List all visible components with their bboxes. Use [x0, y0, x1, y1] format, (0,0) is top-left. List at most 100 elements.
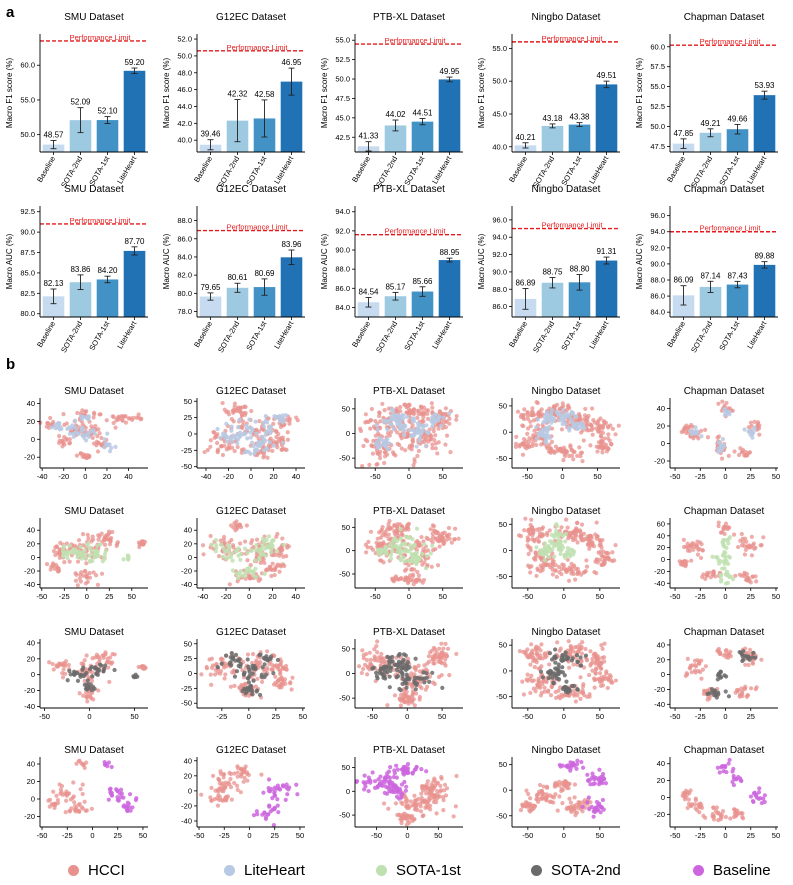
point-hcci [395, 524, 400, 529]
point-hcci [380, 533, 385, 538]
point-hcci [439, 418, 445, 424]
point-hcci [411, 582, 416, 587]
chart-title: Chapman Dataset [684, 386, 765, 397]
point-hcci [208, 533, 213, 539]
chart-title: Ningbo Dataset [532, 506, 601, 517]
point-sota-1st [253, 558, 258, 563]
point-hcci [275, 445, 280, 450]
point-liteheart [746, 429, 751, 434]
x-tick-label: -50 [37, 831, 48, 840]
point-hcci [440, 411, 445, 417]
x-tick-label: SOTA-2nd [59, 320, 84, 355]
point-sota-1st [562, 553, 567, 558]
point-hcci [534, 400, 539, 405]
point-hcci [94, 573, 99, 578]
point-hcci [74, 761, 79, 766]
point-hcci [521, 441, 526, 446]
point-hcci [456, 536, 461, 541]
point-sota-2nd [260, 665, 265, 670]
y-tick-label: 88.0 [335, 265, 350, 274]
data-label: 59.20 [124, 58, 145, 67]
point-hcci [83, 581, 88, 586]
point-liteheart [250, 427, 255, 433]
point-hcci [548, 693, 554, 698]
point-liteheart [417, 439, 422, 444]
point-sota-1st [398, 556, 403, 562]
point-liteheart [573, 414, 579, 419]
point-hcci [445, 533, 450, 539]
point-hcci [447, 536, 452, 541]
point-hcci [224, 664, 229, 669]
point-hcci [421, 547, 426, 552]
point-hcci [696, 436, 701, 441]
point-sota-1st [234, 549, 239, 554]
point-sota-1st [89, 548, 94, 554]
point-hcci [685, 656, 690, 661]
point-hcci [79, 570, 84, 575]
point-sota-2nd [583, 653, 589, 658]
point-sota-2nd [251, 678, 256, 683]
x-tick-label: 20 [103, 472, 111, 481]
point-sota-2nd [131, 674, 136, 679]
point-sota-2nd [398, 688, 403, 693]
data-label: 48.57 [43, 130, 64, 139]
point-hcci [274, 663, 279, 668]
point-hcci [87, 453, 92, 458]
x-tick-label: LiteHeart [430, 154, 453, 186]
y-tick-label: -50 [496, 454, 507, 463]
point-sota-1st [257, 557, 262, 562]
point-hcci [134, 415, 139, 420]
point-hcci [599, 666, 604, 671]
y-tick-label: 50 [184, 639, 192, 648]
point-hcci [577, 528, 583, 533]
point-baseline [275, 803, 280, 808]
point-hcci [226, 445, 231, 451]
point-liteheart [716, 449, 721, 454]
chart-title: G12EC Dataset [216, 184, 286, 195]
x-tick-label: -25 [219, 831, 230, 840]
point-hcci [240, 405, 245, 410]
point-hcci [739, 450, 744, 455]
point-hcci [273, 565, 278, 571]
point-hcci [265, 649, 270, 654]
point-liteheart [49, 425, 54, 430]
point-hcci [235, 764, 240, 769]
point-hcci [599, 545, 604, 550]
y-tick-label: 45.0 [492, 109, 507, 118]
point-hcci [596, 440, 601, 445]
point-hcci [599, 562, 605, 567]
y-tick-label: 50.0 [650, 122, 665, 131]
y-tick-label: 45.0 [335, 113, 350, 122]
point-sota-2nd [751, 650, 756, 655]
y-tick-label: -25 [181, 446, 192, 455]
point-sota-2nd [578, 663, 583, 668]
point-hcci [84, 409, 89, 414]
point-liteheart [248, 435, 253, 440]
point-sota-1st [249, 547, 254, 553]
point-sota-1st [60, 549, 66, 554]
point-hcci [449, 540, 454, 545]
point-hcci [412, 567, 417, 572]
point-liteheart [688, 428, 693, 434]
point-hcci [208, 672, 213, 677]
y-tick-label: -20 [24, 686, 35, 695]
point-baseline [254, 809, 259, 814]
point-sota-2nd [242, 686, 247, 691]
point-hcci [120, 418, 125, 423]
point-hcci [518, 533, 524, 539]
point-hcci [600, 537, 605, 543]
point-hcci [572, 449, 577, 455]
point-hcci [377, 413, 382, 419]
point-hcci [359, 670, 364, 676]
x-tick-label: 50 [438, 712, 446, 721]
point-hcci [528, 690, 533, 696]
point-hcci [534, 660, 539, 665]
point-hcci [368, 657, 373, 662]
point-hcci [594, 520, 599, 525]
point-hcci [428, 650, 433, 655]
point-hcci [584, 564, 590, 569]
point-hcci [596, 445, 601, 450]
point-hcci [573, 577, 578, 582]
point-sota-1st [238, 551, 244, 557]
